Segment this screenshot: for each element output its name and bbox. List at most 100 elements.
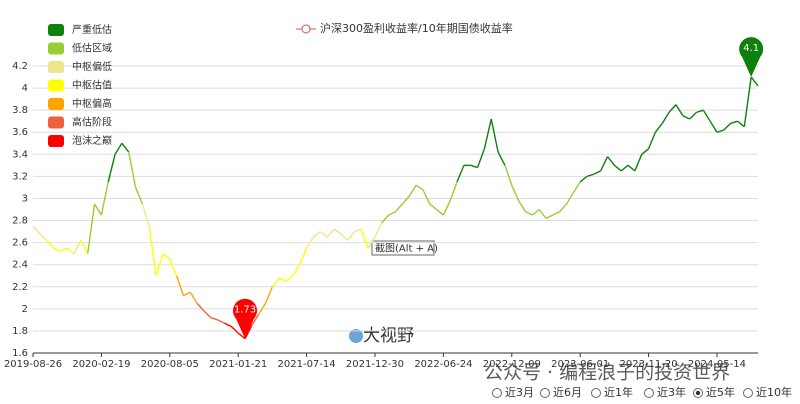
line-segment	[189, 291, 198, 304]
legend-swatch	[48, 98, 64, 110]
line-segment	[511, 184, 520, 201]
x-tick-label: 2021-01-21	[209, 359, 267, 370]
line-segment	[613, 164, 622, 172]
line-segment	[224, 322, 232, 328]
line-segment	[141, 203, 150, 227]
line-segment	[620, 164, 629, 172]
y-tick-label: 1.8	[12, 326, 28, 337]
line-segment	[347, 231, 356, 241]
line-segment	[743, 76, 752, 127]
legend-swatch	[48, 61, 64, 73]
legend-swatch	[48, 42, 64, 55]
line-segment	[600, 156, 609, 172]
y-tick-label: 2.4	[12, 260, 28, 271]
line-segment	[586, 173, 595, 178]
line-segment	[39, 233, 48, 241]
line-segment	[394, 203, 403, 213]
line-segment	[476, 148, 486, 168]
line-segment	[367, 236, 376, 249]
y-tick-label: 1.6	[12, 348, 28, 359]
y-tick-label: 2.8	[12, 216, 28, 227]
line-segment	[422, 189, 431, 205]
legend-label: 中枢偏低	[72, 60, 112, 73]
x-tick-label: 2024-05-14	[688, 359, 746, 370]
line-segment	[340, 233, 349, 241]
line-segment	[93, 203, 102, 216]
line-segment	[559, 203, 568, 213]
range-label[interactable]: 近3月	[505, 386, 534, 399]
range-radio[interactable]	[743, 388, 753, 398]
legend-label: 严重低估	[72, 23, 112, 36]
line-segment	[278, 277, 287, 282]
range-radio-dot	[695, 390, 701, 396]
line-segment	[675, 104, 684, 117]
line-segment	[73, 240, 82, 254]
range-label[interactable]: 近10年	[756, 385, 792, 399]
range-label[interactable]: 近3年	[657, 385, 686, 399]
legend-marker	[301, 24, 311, 34]
line-segment	[285, 275, 294, 282]
line-segment	[668, 104, 677, 113]
y-tick-label: 3.2	[12, 171, 28, 182]
line-segment	[606, 156, 615, 166]
line-segment	[148, 225, 157, 276]
line-segment	[312, 231, 321, 238]
line-segment	[155, 253, 164, 276]
range-radio[interactable]	[492, 388, 502, 398]
line-segment	[60, 247, 68, 253]
line-segment	[107, 154, 116, 183]
line-segment	[572, 181, 581, 194]
line-segment	[292, 264, 301, 277]
line-segment	[326, 228, 335, 238]
y-tick-label: 3.8	[12, 105, 28, 116]
x-tick-label: 2022-12-09	[483, 359, 541, 370]
line-segment	[114, 142, 123, 155]
line-segment	[661, 111, 670, 124]
line-segment	[429, 203, 437, 211]
line-segment	[525, 211, 533, 216]
line-segment	[730, 120, 738, 125]
line-segment	[244, 325, 253, 339]
line-segment	[689, 111, 697, 120]
line-segment	[483, 118, 492, 149]
line-segment	[175, 275, 185, 296]
line-segment	[299, 247, 308, 265]
line-segment	[490, 118, 499, 153]
legend-label: 沪深300盈利收益率/10年期国债收益率	[320, 21, 513, 35]
y-tick-label: 4.2	[12, 61, 28, 72]
range-label[interactable]: 近1年	[604, 385, 633, 399]
line-segment	[654, 122, 663, 133]
line-segment	[196, 302, 205, 312]
range-label[interactable]: 近6月	[553, 386, 582, 399]
line-segment	[647, 131, 657, 150]
line-segment	[415, 184, 424, 191]
range-radio[interactable]	[591, 388, 601, 398]
line-segment	[210, 317, 218, 321]
line-segment	[183, 291, 191, 297]
line-segment	[641, 148, 650, 155]
line-segment	[66, 247, 75, 255]
line-segment	[230, 326, 239, 334]
line-segment	[709, 120, 718, 133]
tooltip-box	[371, 240, 435, 256]
line-segment	[737, 120, 745, 128]
line-segment	[258, 302, 267, 315]
line-segment	[408, 184, 417, 197]
line-segment	[134, 187, 144, 205]
line-segment	[538, 209, 547, 219]
y-tick-label: 2.2	[12, 282, 28, 293]
range-radio[interactable]	[644, 388, 654, 398]
line-segment	[217, 319, 225, 324]
line-segment	[381, 214, 390, 224]
range-radio[interactable]	[540, 388, 550, 398]
line-segment	[593, 170, 601, 175]
line-segment	[449, 181, 458, 201]
legend-label: 中枢偏高	[72, 97, 112, 110]
x-tick-label: 2020-02-19	[72, 359, 130, 370]
range-label[interactable]: 近5年	[706, 385, 735, 399]
line-segment	[682, 115, 690, 120]
line-segment	[169, 258, 178, 276]
line-segment	[627, 164, 636, 172]
x-tick-label: 2019-08-26	[4, 359, 62, 370]
